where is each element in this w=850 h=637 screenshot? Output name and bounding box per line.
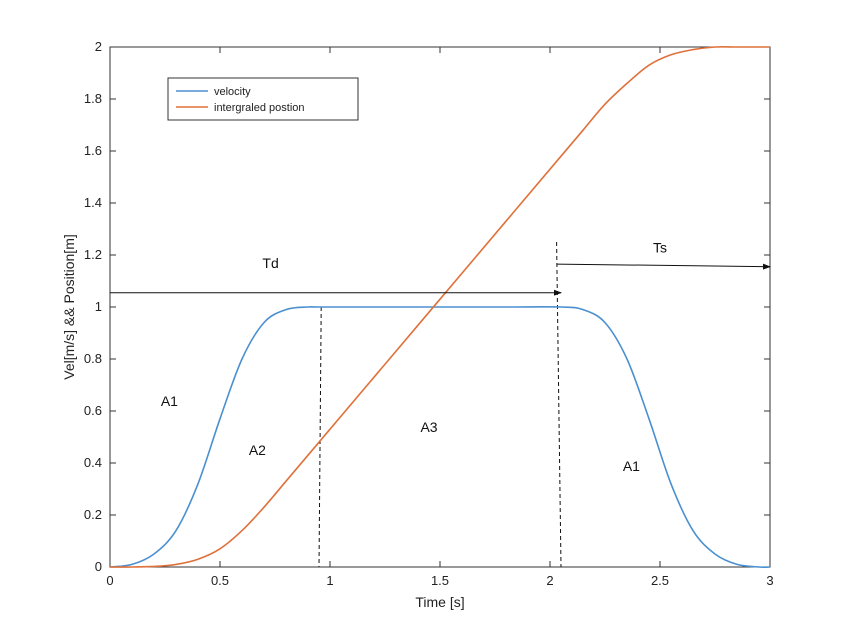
x-tick-label: 1 [326,573,333,588]
y-tick-label: 0.8 [84,351,102,366]
y-axis: 0 0.2 0.4 0.6 0.8 1 1.2 1.4 1.6 1.8 2 [84,39,770,574]
y-tick-label: 1 [95,299,102,314]
annotations: Td Ts A1 A2 A3 A1 [161,239,667,473]
x-tick-label: 2 [546,573,553,588]
annotation-ts: Ts [653,239,667,255]
dashed-line-t2 [556,241,562,568]
x-axis: 0 0.5 1 1.5 2 2.5 3 [106,47,774,588]
legend-box [167,77,359,121]
legend-label: intergraled postion [214,102,305,114]
y-tick-label: 0 [95,559,102,574]
annotation-a1: A1 [161,393,178,409]
x-tick-label: 2.5 [651,573,669,588]
x-tick-label: 0 [106,573,113,588]
legend: velocity intergraled postion [167,77,359,121]
arrows [110,263,771,296]
x-tick-label: 0.5 [211,573,229,588]
annotation-a2: A2 [249,442,266,458]
ts-arrow [556,263,771,270]
y-tick-label: 0.2 [84,507,102,522]
x-tick-label: 1.5 [431,573,449,588]
position-line [109,46,770,568]
annotation-td: Td [262,255,278,271]
y-tick-label: 0.4 [84,455,102,470]
y-tick-label: 1.8 [84,91,102,106]
velocity-line [109,306,771,568]
series-lines [109,46,771,568]
x-axis-title: Time [s] [415,594,464,610]
annotation-a3: A3 [420,419,437,435]
y-tick-label: 2 [95,39,102,54]
dashed-line-t1 [318,306,322,568]
y-axis-title: Vel[m/s] && Position[m] [61,234,77,380]
annotation-a1: A1 [623,458,640,474]
y-tick-label: 1.4 [84,195,102,210]
y-tick-label: 1.6 [84,143,102,158]
dashed-markers [318,241,562,568]
y-tick-label: 0.6 [84,403,102,418]
legend-label: velocity [214,86,251,98]
x-tick-label: 3 [766,573,773,588]
y-tick-label: 1.2 [84,247,102,262]
